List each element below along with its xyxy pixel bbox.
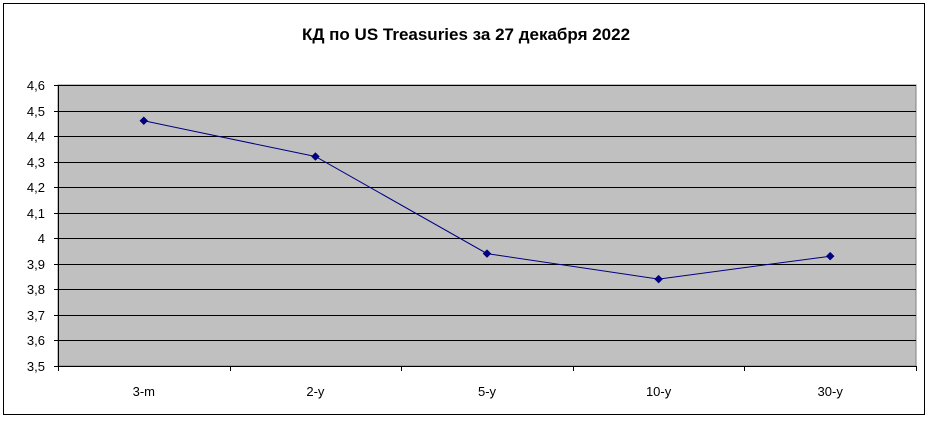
x-tick-label: 10-y — [646, 384, 672, 399]
y-tick-label: 4,2 — [27, 180, 45, 195]
data-point — [654, 274, 663, 284]
y-tick-label: 4,1 — [27, 206, 45, 221]
y-tick-label: 4,3 — [27, 155, 45, 170]
data-point — [311, 152, 320, 161]
data-point — [482, 249, 492, 258]
y-tick-label: 3,6 — [27, 333, 45, 348]
data-point — [139, 116, 149, 126]
y-tick-label: 3,9 — [27, 257, 45, 272]
y-tick-label: 3,5 — [27, 359, 45, 374]
y-tick-label: 3,7 — [27, 308, 45, 323]
y-tick-label: 4,4 — [27, 129, 45, 144]
y-tick-label: 4 — [38, 231, 45, 246]
data-point — [825, 251, 835, 261]
x-tick-label: 3-m — [133, 384, 155, 399]
plot-area — [57, 84, 917, 367]
chart-title: КД по US Treasuries за 27 декабря 2022 — [302, 25, 630, 44]
y-tick-label: 4,5 — [27, 104, 45, 119]
x-tick-label: 30-y — [818, 384, 844, 399]
y-tick-label: 4,6 — [27, 78, 45, 93]
y-tick-label: 3,8 — [27, 282, 45, 297]
x-tick-label: 5-y — [478, 384, 497, 399]
x-tick-label: 2-y — [306, 384, 325, 399]
